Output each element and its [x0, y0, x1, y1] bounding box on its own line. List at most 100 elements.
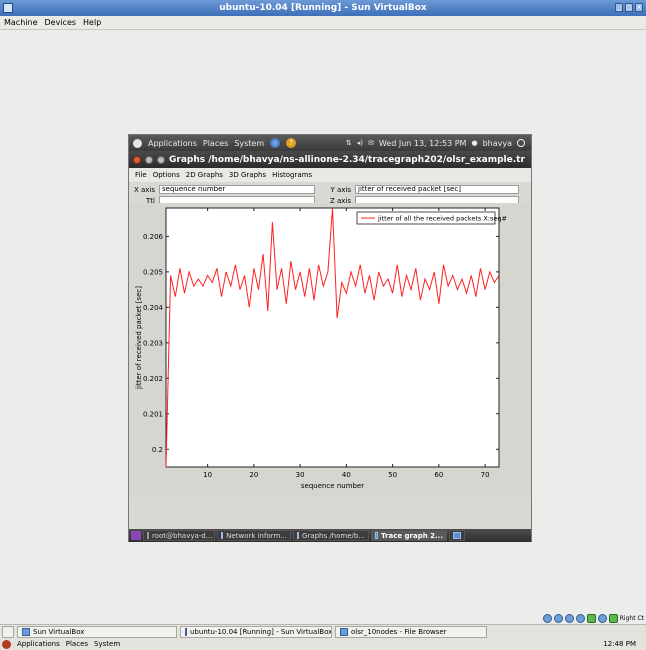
x-axis-title: sequence number: [301, 482, 364, 490]
graphs-window-titlebar: Graphs /home/bhavya/ns-allinone-2.34/tra…: [129, 151, 531, 168]
task-label: Trace graph 2...: [381, 531, 443, 540]
menu-2d-graphs[interactable]: 2D Graphs: [185, 171, 223, 179]
virtualbox-app-icon: [3, 3, 13, 13]
network-adapter-icon[interactable]: [575, 613, 585, 623]
y-tick-label: 0.203: [143, 339, 163, 347]
legend-box: [356, 211, 496, 225]
capture-icon[interactable]: [597, 613, 607, 623]
plot-frame: [165, 207, 500, 468]
y-axis-field[interactable]: jitter of received packet [sec]: [355, 185, 519, 194]
browser-launcher-icon[interactable]: [270, 138, 281, 148]
help-launcher-icon[interactable]: ?: [286, 138, 297, 148]
volume-icon[interactable]: ◂): [356, 139, 363, 147]
menu-file[interactable]: File: [135, 171, 147, 179]
gnome-foot-icon[interactable]: [133, 138, 142, 148]
menu-histograms[interactable]: Histograms: [272, 171, 313, 179]
y-tick-label: 0.206: [143, 233, 164, 241]
x-tick-label: 20: [249, 471, 258, 479]
task-terminal[interactable]: root@bhavya-d...: [143, 530, 215, 541]
y-tick-label: 0.202: [143, 375, 163, 383]
host-task-running-vm[interactable]: ubuntu-10.04 [Running] - Sun VirtualBox: [180, 625, 332, 638]
network-icon[interactable]: ⇅: [345, 139, 352, 147]
host-menu-places[interactable]: Places: [65, 640, 89, 648]
host-key-label: Right Ct: [619, 614, 644, 622]
graphs-window-title: Graphs /home/bhavya/ns-allinone-2.34/tra…: [169, 154, 525, 165]
y-axis-label: Y axis: [330, 185, 351, 194]
y-tick-label: 0.205: [143, 268, 163, 276]
host-show-desktop[interactable]: [2, 625, 14, 638]
host-task-virtualbox[interactable]: Sun VirtualBox: [17, 625, 177, 638]
task-graphs[interactable]: Graphs /home/b...: [293, 530, 369, 541]
virtualbox-menubar: Machine Devices Help: [0, 16, 646, 30]
x-tick-label: 30: [296, 471, 305, 479]
usb-icon[interactable]: [564, 613, 574, 623]
maximize-icon[interactable]: [157, 155, 165, 164]
maximize-button[interactable]: ▢: [625, 3, 633, 12]
folder-icon: [340, 627, 348, 636]
guest-top-panel: Applications Places System ? ⇅ ◂) ✉ Wed …: [129, 135, 531, 151]
host-menu-system[interactable]: System: [94, 640, 121, 648]
x-axis-field[interactable]: sequence number: [159, 185, 315, 194]
user-icon: ●: [471, 139, 478, 147]
x-tick-label: 10: [203, 471, 212, 479]
virtualbox-icon: [185, 627, 187, 636]
guest-top-panel-right: ⇅ ◂) ✉ Wed Jun 13, 12:53 PM ● bhavya: [346, 139, 531, 148]
x-tick-label: 40: [342, 471, 351, 479]
y-axis-title: jitter of received packet [sec]: [135, 286, 143, 390]
task-label: olsr_10nodes - File Browser: [351, 627, 447, 636]
guest-menu-places[interactable]: Places: [202, 138, 229, 148]
graphs-menubar: File Options 2D Graphs 3D Graphs Histogr…: [129, 168, 531, 182]
host-taskbar: Sun VirtualBox ubuntu-10.04 [Running] - …: [0, 624, 646, 638]
window-title: ubuntu-10.04 [Running] - Sun VirtualBox: [219, 3, 427, 13]
guest-username[interactable]: bhavya: [482, 138, 512, 148]
x-tick-label: 60: [434, 471, 443, 479]
hdd-icon[interactable]: [542, 613, 552, 623]
minimize-button[interactable]: _: [615, 3, 623, 12]
axis-row-1: X axis sequence number Y axis jitter of …: [129, 184, 531, 195]
jitter-chart: 10 20 30 40 50 60 70 0.2 0.201 0.202 0.203 0.204 0.2…: [135, 207, 507, 490]
host-tray: Right Ct: [542, 612, 646, 624]
menu-help[interactable]: Help: [83, 18, 102, 27]
virtualbox-titlebar: ubuntu-10.04 [Running] - Sun VirtualBox …: [0, 0, 646, 16]
vm-display[interactable]: Applications Places System ? ⇅ ◂) ✉ Wed …: [0, 31, 646, 611]
task-trace-graph[interactable]: Trace graph 2...: [371, 530, 447, 541]
y-tick-label: 0.2: [152, 446, 163, 454]
menu-devices[interactable]: Devices: [44, 18, 77, 27]
host-menu-applications[interactable]: Applications: [17, 640, 60, 648]
shared-folder-icon[interactable]: [586, 613, 596, 623]
close-icon[interactable]: [133, 155, 141, 164]
host-clock[interactable]: 12:48 PM: [603, 640, 636, 648]
guest-clock[interactable]: Wed Jun 13, 12:53 PM: [378, 138, 467, 148]
guest-bottom-panel: root@bhavya-d... Network inform... Graph…: [129, 529, 531, 542]
plot-area: 10 20 30 40 50 60 70 0.2 0.201 0.202 0.203 0.204 0.2…: [129, 203, 531, 497]
cd-icon[interactable]: [553, 613, 563, 623]
window-icon: [453, 532, 461, 539]
task-label: Graphs /home/b...: [302, 531, 366, 540]
host-top-panel: Applications Places System 12:48 PM: [0, 638, 646, 650]
power-icon[interactable]: [517, 139, 525, 147]
series-line: [165, 207, 500, 468]
task-extra[interactable]: [449, 530, 465, 541]
close-button[interactable]: ×: [635, 3, 643, 12]
guest-desktop[interactable]: Applications Places System ? ⇅ ◂) ✉ Wed …: [128, 134, 532, 542]
mail-icon[interactable]: ✉: [367, 139, 374, 147]
virtualbox-icon: [22, 627, 30, 636]
x-tick-label: 70: [481, 471, 490, 479]
guest-menu-applications[interactable]: Applications: [148, 138, 197, 148]
host-task-file-browser[interactable]: olsr_10nodes - File Browser: [335, 625, 487, 638]
x-axis-label: X axis: [133, 185, 155, 194]
menu-machine[interactable]: Machine: [4, 18, 38, 27]
y-tick-label: 0.201: [143, 410, 163, 418]
gnome-foot-icon[interactable]: [2, 639, 11, 649]
show-desktop-icon[interactable]: [131, 531, 141, 540]
z-axis-label: Z axis: [329, 196, 351, 205]
menu-options[interactable]: Options: [152, 171, 180, 179]
task-label: Sun VirtualBox: [33, 627, 85, 636]
virtualization-icon[interactable]: [608, 613, 618, 623]
legend-label: jitter of all the received packets X:seq…: [377, 215, 507, 223]
guest-menu-system[interactable]: System: [234, 138, 265, 148]
menu-3d-graphs[interactable]: 3D Graphs: [228, 171, 267, 179]
y-tick-label: 0.204: [143, 304, 164, 312]
task-network-info[interactable]: Network inform...: [217, 530, 291, 541]
minimize-icon[interactable]: [145, 155, 153, 164]
